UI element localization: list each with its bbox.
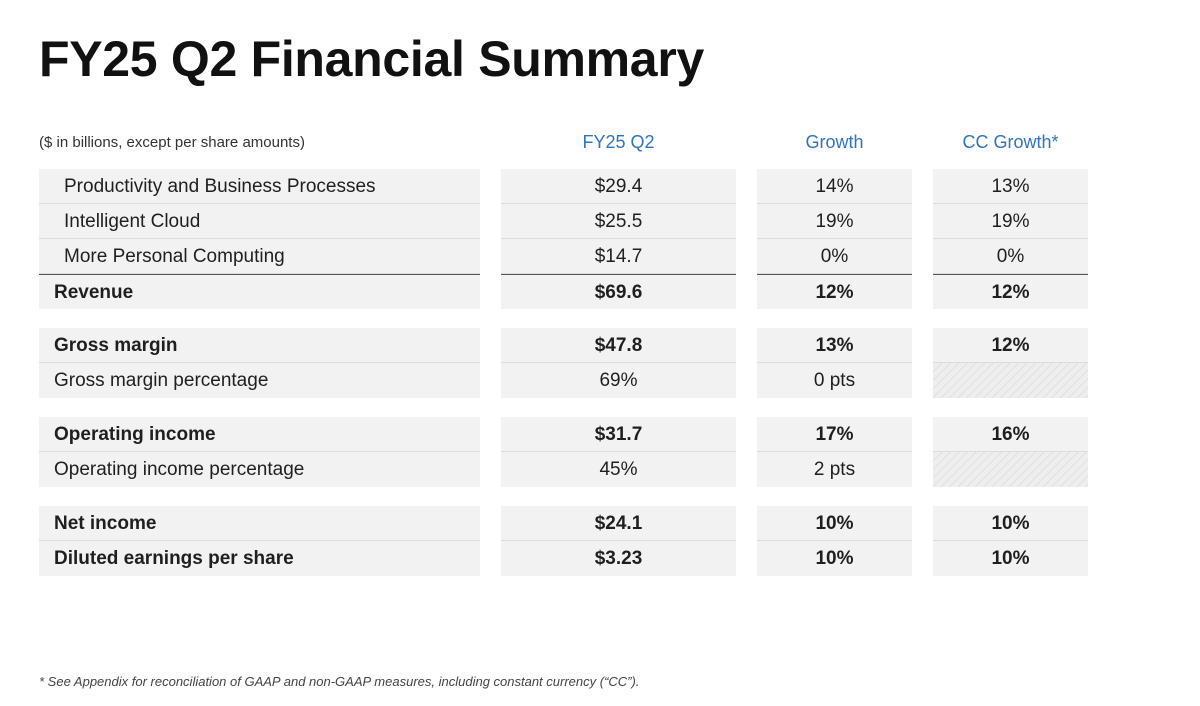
row-label: Gross margin xyxy=(39,328,480,363)
row-growth: 13% xyxy=(757,328,912,363)
row-label: Diluted earnings per share xyxy=(39,541,480,576)
not-applicable-cell xyxy=(933,363,1088,398)
row-label: Net income xyxy=(39,506,480,541)
row-value: 69% xyxy=(501,363,736,398)
row-value: $29.4 xyxy=(501,169,736,204)
row-growth: 12% xyxy=(757,274,912,309)
row-label: Productivity and Business Processes xyxy=(39,169,480,204)
row-value: $31.7 xyxy=(501,417,736,452)
revenue-group: Productivity and Business Processes $29.… xyxy=(39,169,1089,309)
row-value: 45% xyxy=(501,452,736,487)
page-title: FY25 Q2 Financial Summary xyxy=(39,31,704,87)
row-cc-growth: 10% xyxy=(933,506,1088,541)
table-row-productivity: Productivity and Business Processes $29.… xyxy=(39,169,1089,204)
column-header-growth: Growth xyxy=(805,132,864,152)
table-row-net-income: Net income $24.1 10% 10% xyxy=(39,506,1089,541)
gross-margin-group: Gross margin $47.8 13% 12% Gross margin … xyxy=(39,328,1089,398)
row-growth: 17% xyxy=(757,417,912,452)
row-growth: 0% xyxy=(757,239,912,274)
row-label: Operating income percentage xyxy=(39,452,480,487)
row-cc-growth: 13% xyxy=(933,169,1088,204)
row-growth: 10% xyxy=(757,506,912,541)
row-growth: 14% xyxy=(757,169,912,204)
row-value: $3.23 xyxy=(501,541,736,576)
row-cc-growth: 0% xyxy=(933,239,1088,274)
row-growth: 0 pts xyxy=(757,363,912,398)
row-cc-growth: 10% xyxy=(933,541,1088,576)
row-growth: 2 pts xyxy=(757,452,912,487)
row-cc-growth: 16% xyxy=(933,417,1088,452)
table-row-more-personal-computing: More Personal Computing $14.7 0% 0% xyxy=(39,239,1089,274)
row-label: Gross margin percentage xyxy=(39,363,480,398)
row-value: $14.7 xyxy=(501,239,736,274)
net-income-group: Net income $24.1 10% 10% Diluted earning… xyxy=(39,506,1089,576)
units-note: ($ in billions, except per share amounts… xyxy=(39,134,305,151)
column-header-fy25-q2: FY25 Q2 xyxy=(582,132,655,152)
row-value: $47.8 xyxy=(501,328,736,363)
table-row-gross-margin-percentage: Gross margin percentage 69% 0 pts xyxy=(39,363,1089,398)
financial-table: Productivity and Business Processes $29.… xyxy=(39,169,1089,595)
row-value: $24.1 xyxy=(501,506,736,541)
row-label: Revenue xyxy=(39,274,480,309)
not-applicable-cell xyxy=(933,452,1088,487)
row-cc-growth: 12% xyxy=(933,274,1088,309)
column-header-cc-growth: CC Growth* xyxy=(962,132,1059,152)
table-row-revenue: Revenue $69.6 12% 12% xyxy=(39,274,1089,309)
row-label: Operating income xyxy=(39,417,480,452)
operating-income-group: Operating income $31.7 17% 16% Operating… xyxy=(39,417,1089,487)
row-growth: 10% xyxy=(757,541,912,576)
footnote: * See Appendix for reconciliation of GAA… xyxy=(39,674,640,689)
row-value: $69.6 xyxy=(501,274,736,309)
table-row-gross-margin: Gross margin $47.8 13% 12% xyxy=(39,328,1089,363)
table-row-intelligent-cloud: Intelligent Cloud $25.5 19% 19% xyxy=(39,204,1089,239)
row-growth: 19% xyxy=(757,204,912,239)
table-row-operating-income-percentage: Operating income percentage 45% 2 pts xyxy=(39,452,1089,487)
table-row-diluted-eps: Diluted earnings per share $3.23 10% 10% xyxy=(39,541,1089,576)
row-label: More Personal Computing xyxy=(39,239,480,274)
row-cc-growth: 12% xyxy=(933,328,1088,363)
table-row-operating-income: Operating income $31.7 17% 16% xyxy=(39,417,1089,452)
row-label: Intelligent Cloud xyxy=(39,204,480,239)
row-value: $25.5 xyxy=(501,204,736,239)
row-cc-growth: 19% xyxy=(933,204,1088,239)
